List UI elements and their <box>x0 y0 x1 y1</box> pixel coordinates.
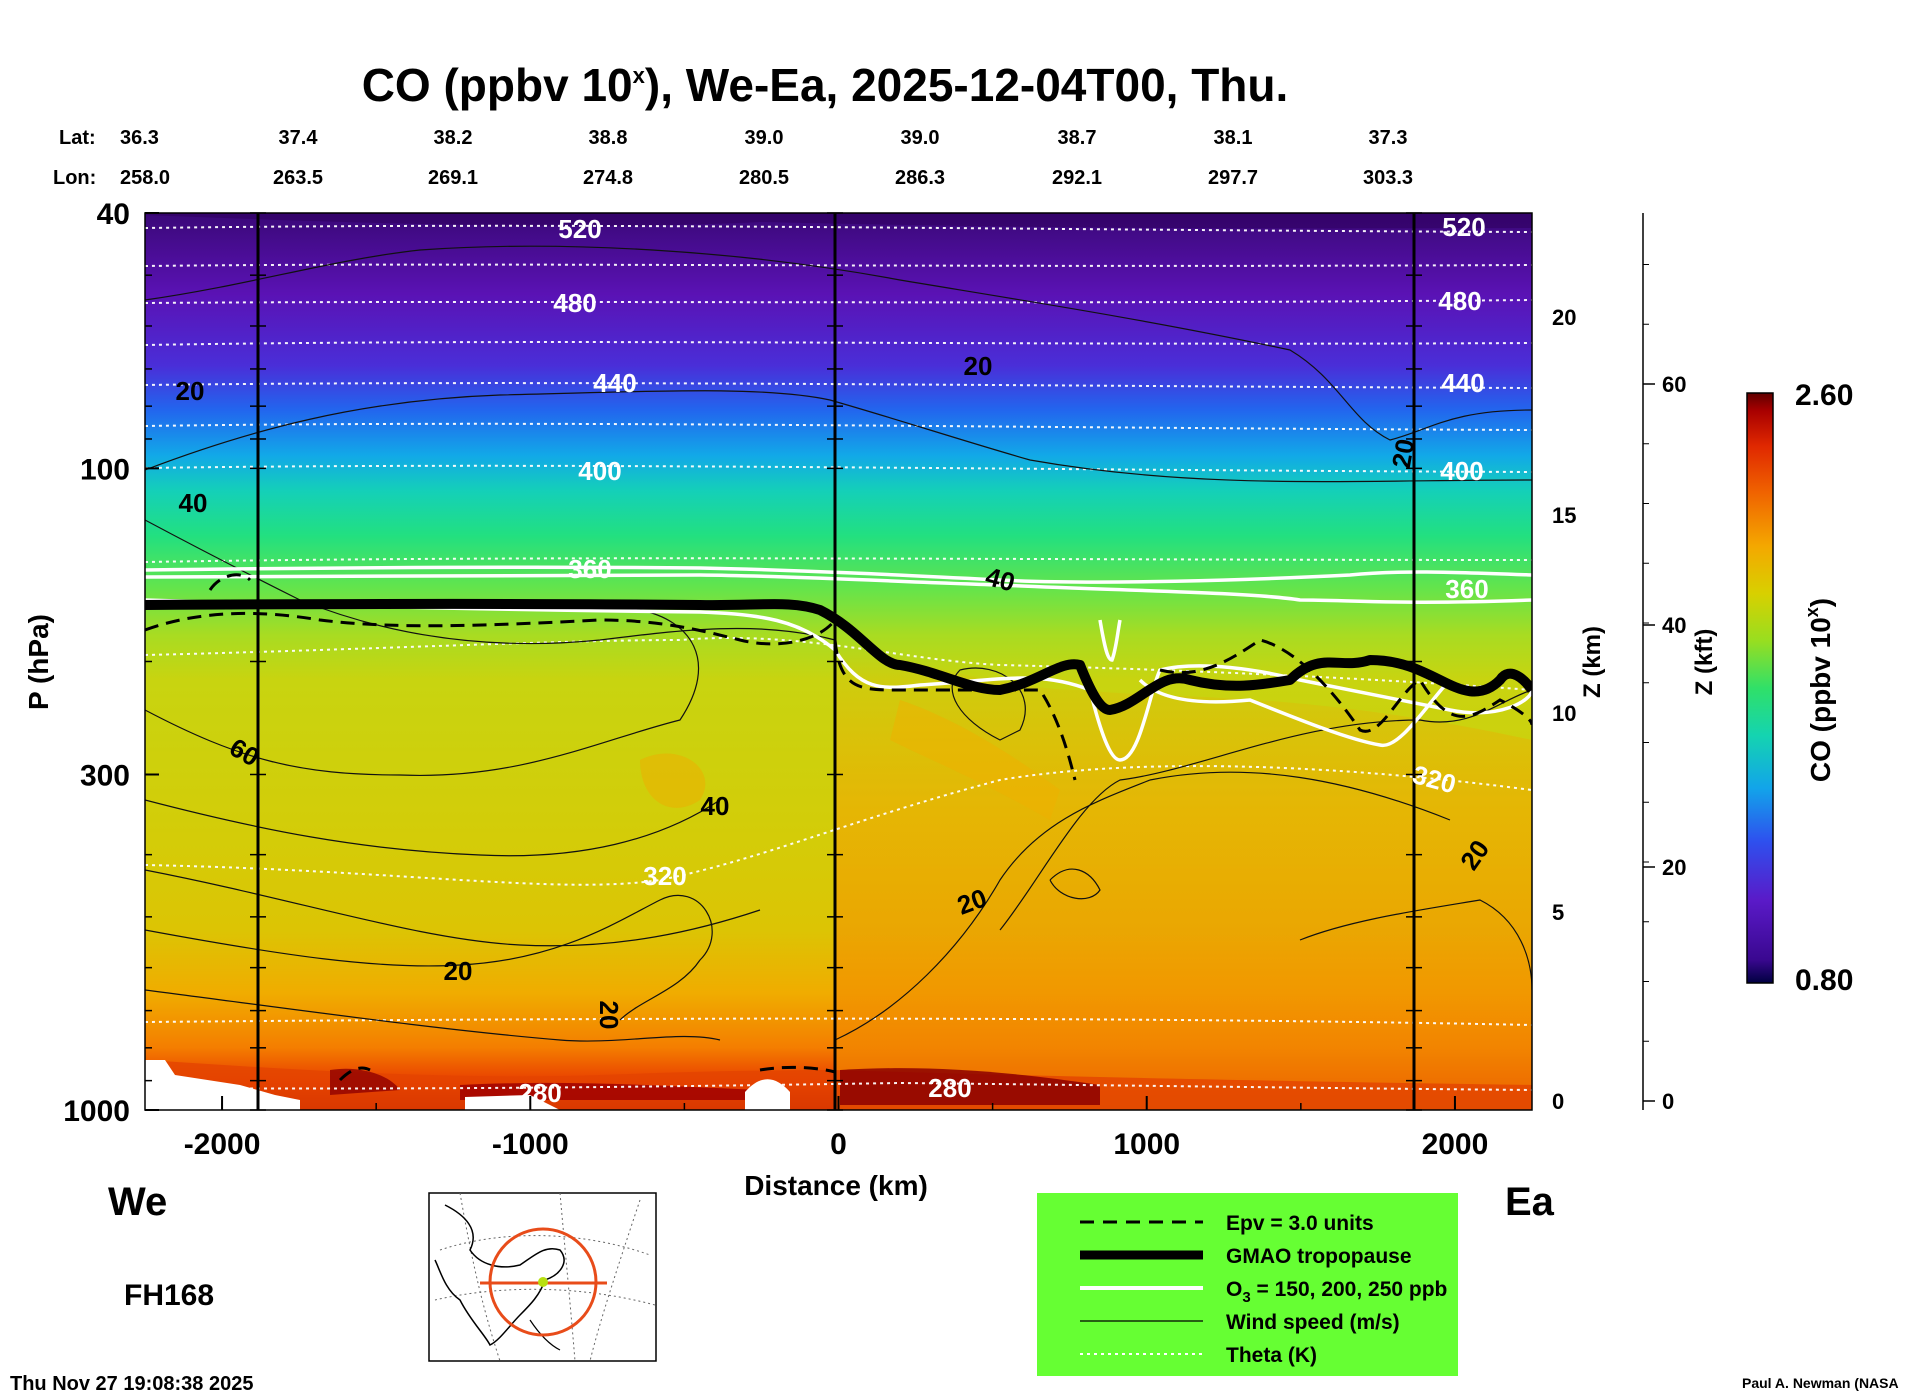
theta-label: 440 <box>1441 368 1484 398</box>
wind-label: 20 <box>1386 437 1421 471</box>
z-kft-tick-label: 40 <box>1662 613 1686 638</box>
z-km-tick-label: 10 <box>1552 701 1576 726</box>
timestamp: Thu Nov 27 19:08:38 2025 <box>10 1373 253 1394</box>
theta-label: 480 <box>553 288 596 318</box>
z-km-label: Z (km) <box>1579 626 1606 698</box>
x-tick-label: 1000 <box>1113 1128 1180 1161</box>
z-kft-tick-label: 0 <box>1662 1089 1674 1114</box>
legend-label: O3 = 150, 200, 250 ppb <box>1226 1278 1447 1306</box>
y-tick-label: 40 <box>97 198 130 231</box>
west-label: We <box>108 1180 167 1224</box>
lat-value: 38.1 <box>1214 127 1253 149</box>
theta-lines <box>145 224 1532 1091</box>
x-axis-label: Distance (km) <box>744 1170 928 1201</box>
theta-label: 520 <box>1442 212 1485 242</box>
lat-lon-header: Lat: Lon: 36.3 258.0 37.4 263.5 38.2 269.1 38.8 2… <box>53 127 1413 189</box>
lon-value: 269.1 <box>428 167 478 189</box>
theta-label: 320 <box>643 861 686 891</box>
y-tick-label: 1000 <box>63 1095 130 1128</box>
theta-label: 400 <box>1440 456 1483 486</box>
lon-value: 258.0 <box>120 167 170 189</box>
lat-value: 39.0 <box>745 127 784 149</box>
legend-item: Wind speed (m/s) <box>1080 1311 1400 1334</box>
legend-item: Theta (K) <box>1080 1344 1317 1367</box>
wind-label: 20 <box>444 956 473 986</box>
lat-value: 38.2 <box>434 127 473 149</box>
x-tick-label: 2000 <box>1422 1128 1489 1161</box>
lon-value: 303.3 <box>1363 167 1413 189</box>
wind-label: 20 <box>964 351 993 381</box>
z-km-tick-label: 15 <box>1552 503 1576 528</box>
y-tick-label: 100 <box>80 453 130 486</box>
wind-label: 40 <box>701 791 730 821</box>
theta-label: 280 <box>928 1073 971 1103</box>
wind-speed-lines <box>145 245 1532 1042</box>
colorbar-label: CO (ppbv 10x) <box>1802 598 1836 782</box>
legend-item: Epv = 3.0 units <box>1080 1212 1374 1235</box>
x-tick-label: -1000 <box>492 1128 569 1161</box>
lat-value: 37.4 <box>279 127 319 149</box>
legend-item: O3 = 150, 200, 250 ppb <box>1080 1278 1447 1306</box>
colorbar-min: 0.80 <box>1795 964 1853 997</box>
legend-label: Theta (K) <box>1226 1344 1317 1367</box>
locator-map <box>428 1192 657 1362</box>
legend-label: Wind speed (m/s) <box>1226 1311 1400 1334</box>
lat-value: 38.7 <box>1058 127 1097 149</box>
z-km-axis: 20 15 10 5 0 <box>1552 305 1576 1114</box>
ozone-lines <box>145 565 1532 762</box>
legend: Epv = 3.0 units GMAO tropopause O3 = 150, … <box>1037 1193 1458 1376</box>
lat-value: 36.3 <box>120 127 159 149</box>
z-kft-label: Z (kft) <box>1691 629 1718 696</box>
legend-label: GMAO tropopause <box>1226 1245 1412 1268</box>
y-tick-label: 300 <box>80 759 130 792</box>
colorbar-max: 2.60 <box>1795 379 1853 412</box>
lon-value: 286.3 <box>895 167 945 189</box>
y-axis-label: P (hPa) <box>23 614 54 710</box>
east-label: Ea <box>1505 1180 1555 1224</box>
theta-label: 400 <box>578 456 621 486</box>
z-km-tick-label: 5 <box>1552 900 1564 925</box>
credit: Paul A. Newman (NASA <box>1742 1375 1899 1391</box>
z-km-tick-label: 0 <box>1552 1089 1564 1114</box>
theta-label: 360 <box>1445 574 1488 604</box>
theta-label: 360 <box>568 554 611 584</box>
lon-value: 274.8 <box>583 167 633 189</box>
lat-value: 39.0 <box>901 127 940 149</box>
lat-label: Lat: <box>59 127 96 149</box>
legend-item: GMAO tropopause <box>1080 1245 1412 1268</box>
x-axis: -2000 -1000 0 1000 2000 <box>184 212 1489 1161</box>
theta-label: 520 <box>558 214 601 244</box>
legend-label: Epv = 3.0 units <box>1226 1212 1374 1235</box>
theta-label: 440 <box>593 368 636 398</box>
z-kft-tick-label: 20 <box>1662 855 1686 880</box>
lon-label: Lon: <box>53 167 96 189</box>
wind-label: 20 <box>176 376 205 406</box>
lat-value: 37.3 <box>1369 127 1408 149</box>
lat-value: 38.8 <box>589 127 628 149</box>
lon-value: 292.1 <box>1052 167 1102 189</box>
lon-value: 263.5 <box>273 167 323 189</box>
z-kft-tick-label: 60 <box>1662 372 1686 397</box>
lon-value: 280.5 <box>739 167 789 189</box>
tropopause-line <box>145 598 1532 715</box>
colorbar: 2.60 0.80 CO (ppbv 10x) <box>1746 379 1853 997</box>
wind-label: 20 <box>594 1001 624 1030</box>
chart-title: CO (ppbv 10x), We-Ea, 2025-12-04T00, Thu… <box>362 59 1289 111</box>
wind-label: 40 <box>179 488 208 518</box>
lon-value: 297.7 <box>1208 167 1258 189</box>
x-tick-label: -2000 <box>184 1128 261 1161</box>
y-axis: 40 100 300 1000 <box>63 198 159 1128</box>
x-tick-label: 0 <box>830 1128 847 1161</box>
z-km-tick-label: 20 <box>1552 305 1576 330</box>
forecast-hour: FH168 <box>124 1279 214 1312</box>
theta-label: 280 <box>518 1078 561 1108</box>
z-kft-axis: 60 40 20 0 <box>1642 213 1686 1114</box>
theta-label: 480 <box>1438 286 1481 316</box>
